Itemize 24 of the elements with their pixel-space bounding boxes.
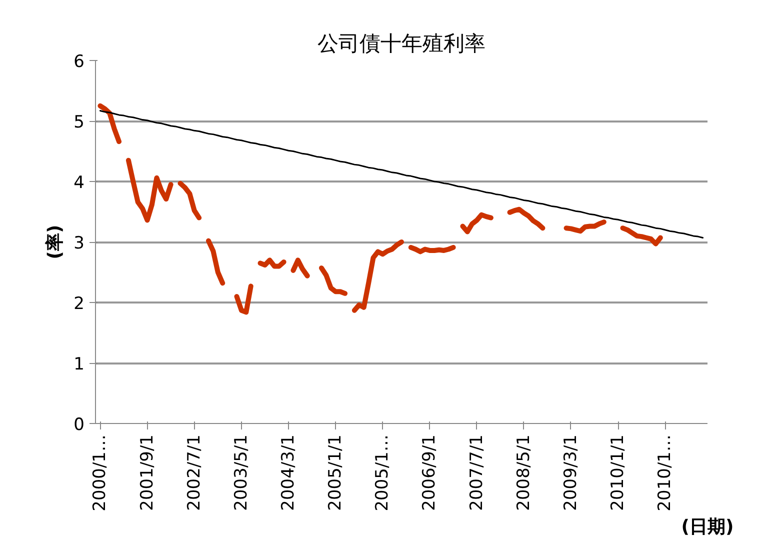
x-axis-title: (日期): [681, 516, 734, 538]
y-tick-label: 1: [74, 354, 85, 374]
x-tick-label: 2008/5/1: [514, 434, 534, 511]
y-axis-title: (率): [44, 224, 66, 260]
x-tick-label: 2010/1/1: [608, 434, 628, 511]
x-tick-label: 2002/7/1: [184, 434, 204, 511]
y-tick-label: 3: [74, 234, 85, 254]
y-tick-label: 5: [74, 112, 85, 132]
x-tick-label: 2007/7/1: [466, 434, 487, 511]
x-tick-label: 2009/3/1: [560, 434, 581, 511]
chart-title: 公司債十年殖利率: [318, 32, 486, 56]
x-tick-label: 2003/5/1: [231, 434, 252, 511]
x-tick-label: 2004/3/1: [278, 434, 299, 511]
y-tick-label: 0: [74, 415, 85, 435]
x-tick-label: 2005/1…: [372, 434, 393, 512]
y-tick-label: 4: [74, 173, 85, 193]
y-tick-label: 6: [74, 52, 85, 72]
x-tick-label: 2010/1…: [655, 434, 676, 512]
x-tick-label: 2000/1…: [90, 434, 110, 512]
x-tick-label: 2001/9/1: [137, 434, 158, 511]
line-series: [99, 110, 704, 239]
x-tick-label: 2005/1/1: [326, 434, 346, 511]
x-tick-label: 2006/9/1: [420, 434, 440, 511]
y-tick-label: 2: [74, 294, 85, 314]
